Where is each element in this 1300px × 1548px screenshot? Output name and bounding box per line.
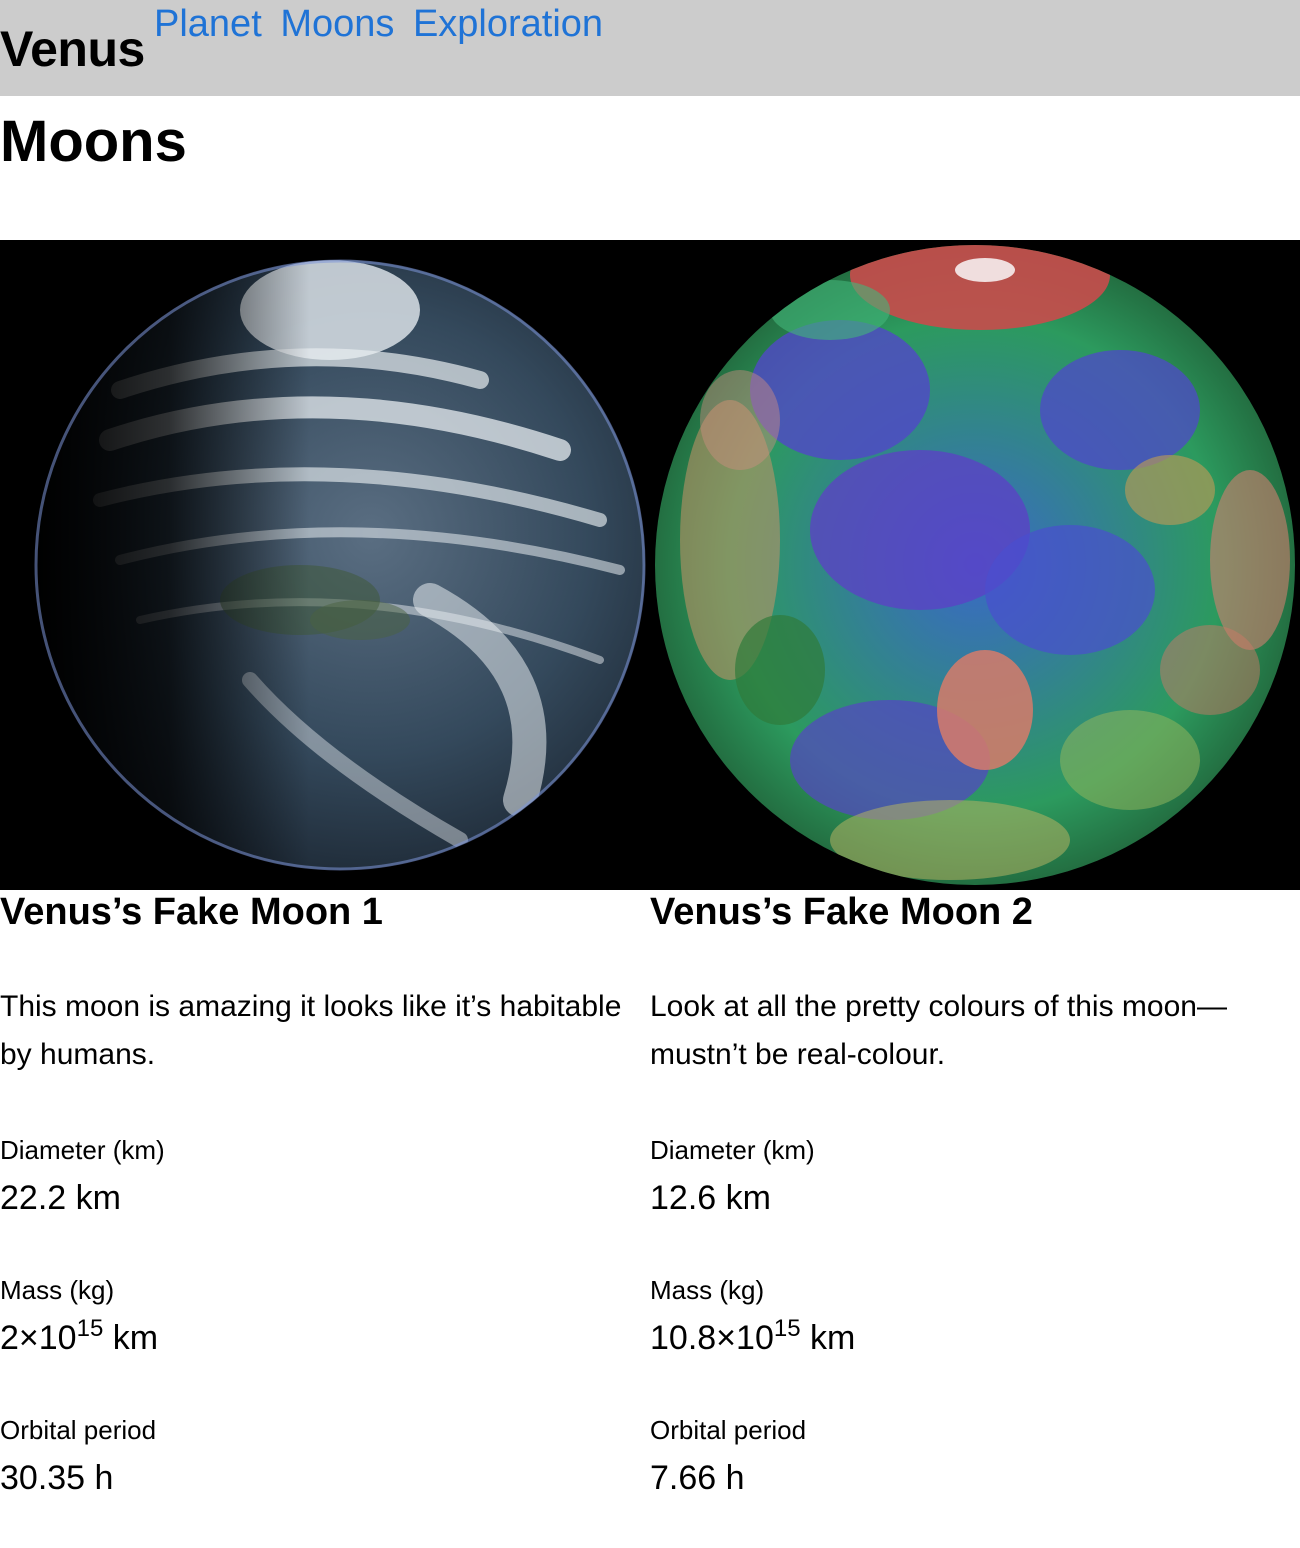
moon-1-name: Venus’s Fake Moon 1 — [0, 891, 383, 933]
moon-1-globe-illustration — [0, 240, 650, 890]
moon-2-mass-value: 10.8×1015 km — [650, 1317, 855, 1359]
moon-2-mass-exponent: 15 — [773, 1315, 801, 1342]
moon-2-globe-illustration — [650, 240, 1300, 890]
moon-1-description: This moon is amazing it looks like it’s … — [0, 990, 622, 1071]
moon-2-diameter-value: 12.6 km — [650, 1179, 771, 1217]
nav-link-planet[interactable]: Planet — [154, 3, 262, 45]
nav-link-exploration[interactable]: Exploration — [412, 3, 604, 45]
moon-2-description: Look at all the pretty colours of this m… — [650, 990, 1227, 1071]
moon-2-mass-label: Mass (kg) — [650, 1275, 765, 1305]
moon-1-mass-label: Mass (kg) — [0, 1275, 115, 1305]
section-title: Moons — [0, 109, 187, 174]
moon-1-mass-unit: km — [103, 1319, 159, 1357]
moon-2-mass-unit: km — [800, 1319, 856, 1357]
moon-2-orbital-value: 7.66 h — [650, 1459, 745, 1497]
moon-1-diameter-label: Diameter (km) — [0, 1135, 165, 1165]
moon-2-orbital-label: Orbital period — [650, 1415, 807, 1445]
nav-link-moons[interactable]: Moons — [280, 3, 395, 45]
site-header: Venus Planet Moons Exploration — [0, 0, 1300, 96]
moon-1-mass-mantissa: 2×10 — [0, 1319, 77, 1357]
moon-2-mass-mantissa: 10.8×10 — [650, 1319, 774, 1357]
moon-1-diameter-value: 22.2 km — [0, 1179, 121, 1217]
moon-2-diameter-label: Diameter (km) — [650, 1135, 815, 1165]
moon-1-image — [0, 240, 650, 890]
moon-1-mass-value: 2×1015 km — [0, 1317, 158, 1359]
moon-2-name: Venus’s Fake Moon 2 — [650, 891, 1033, 933]
moon-1-orbital-value: 30.35 h — [0, 1459, 114, 1497]
moon-2-image — [650, 240, 1300, 890]
moon-1-mass-exponent: 15 — [76, 1315, 104, 1342]
main-nav: Planet Moons Exploration — [154, 2, 611, 46]
moon-1-orbital-label: Orbital period — [0, 1415, 157, 1445]
site-title: Venus — [0, 21, 145, 77]
